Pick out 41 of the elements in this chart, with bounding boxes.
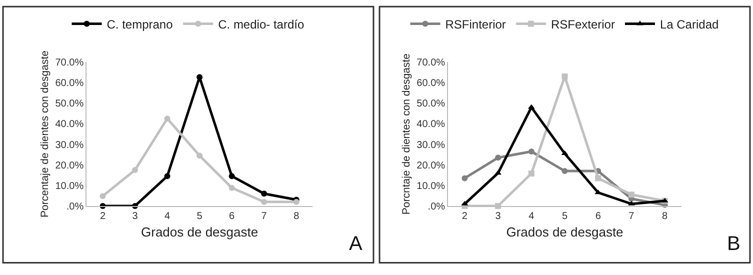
y-tick-label: 40.0% xyxy=(55,119,84,130)
legend-label: RSFinterior xyxy=(445,17,506,32)
y-tick-label: 60.0% xyxy=(416,78,446,90)
x-tick-label: 3 xyxy=(132,210,138,222)
y-tick-label: 50.0% xyxy=(416,98,446,110)
x-tick-label: 2 xyxy=(462,210,468,222)
x-tick-label: 7 xyxy=(628,210,635,222)
y-tick-label: 30.0% xyxy=(55,140,84,151)
y-tick-label: 70.0% xyxy=(416,58,446,69)
legend-label: C. temprano xyxy=(106,17,174,32)
x-tick-label: 5 xyxy=(196,210,203,222)
x-tick-label: 7 xyxy=(261,210,268,222)
y-tick-label: 30.0% xyxy=(416,140,446,151)
x-tick-label: 8 xyxy=(662,210,668,222)
text: B xyxy=(727,233,740,255)
legend-label: RSFexterior xyxy=(550,17,615,32)
x-tick-label: 2 xyxy=(100,210,106,222)
y-tick-label: 20.0% xyxy=(55,160,84,172)
x-tick-label: 6 xyxy=(229,210,236,222)
x-axis-title: Grados de desgaste xyxy=(141,224,258,240)
y-tick-label: 10.0% xyxy=(416,180,446,192)
x-tick-label: 3 xyxy=(495,210,502,222)
x-tick-label: 4 xyxy=(528,210,535,222)
x-axis-title: Grados de desgaste xyxy=(506,224,624,240)
y-tick-label: 50.0% xyxy=(55,98,84,110)
y-axis-title: Porcentaje de dientes con desgaste xyxy=(39,50,52,218)
y-tick-label: 60.0% xyxy=(55,78,84,90)
x-tick-label: 4 xyxy=(164,210,170,222)
x-tick-label: 8 xyxy=(294,210,300,222)
legend-label: La Caridad xyxy=(660,17,719,32)
y-tick-label: .0% xyxy=(428,201,446,212)
y-axis-title: Porcntaje de dientes con desgaste xyxy=(400,53,412,215)
y-tick-label: 10.0% xyxy=(55,180,84,192)
y-tick-label: 70.0% xyxy=(55,58,84,69)
y-tick-label: 20.0% xyxy=(416,160,446,172)
legend-label: C. medio- tardío xyxy=(218,17,304,32)
y-tick-label: .0% xyxy=(66,201,84,212)
x-tick-label: 6 xyxy=(595,210,602,222)
x-tick-label: 5 xyxy=(562,210,568,222)
text: A xyxy=(349,233,363,255)
y-tick-label: 40.0% xyxy=(416,119,446,130)
